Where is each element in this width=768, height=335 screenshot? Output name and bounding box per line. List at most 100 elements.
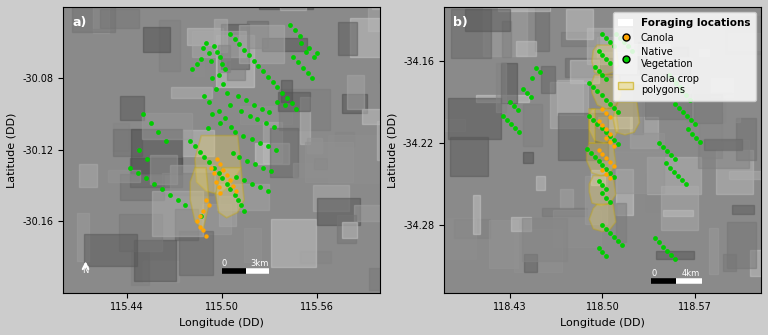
Point	[663, 72, 675, 78]
Polygon shape	[613, 102, 640, 135]
Point	[509, 125, 521, 131]
Point	[592, 68, 604, 74]
Point	[144, 120, 157, 126]
Bar	[645, 89, 691, 119]
Point	[680, 93, 692, 98]
Bar	[377, 121, 396, 160]
Point	[213, 185, 225, 190]
Point	[208, 171, 220, 176]
Bar	[347, 75, 364, 109]
Point	[243, 53, 255, 58]
Point	[232, 197, 244, 203]
Text: a): a)	[73, 15, 88, 28]
Point	[284, 22, 296, 27]
Point	[246, 181, 258, 187]
Bar	[502, 63, 518, 103]
Bar	[162, 173, 214, 195]
Point	[213, 72, 225, 77]
Bar	[90, 29, 127, 71]
Point	[672, 173, 684, 179]
Point	[220, 181, 233, 187]
Point	[290, 106, 303, 112]
Point	[250, 117, 263, 122]
Bar	[143, 27, 170, 52]
Point	[147, 181, 160, 187]
Point	[266, 79, 279, 85]
Point	[203, 203, 215, 208]
Point	[194, 213, 206, 219]
Polygon shape	[592, 75, 621, 109]
Point	[140, 176, 152, 181]
Point	[203, 99, 215, 104]
Bar	[736, 118, 756, 160]
Bar	[151, 155, 177, 184]
Point	[597, 125, 609, 131]
Bar	[502, 21, 511, 57]
Point	[270, 147, 282, 152]
Point	[211, 49, 223, 54]
Bar	[558, 113, 608, 160]
Point	[608, 44, 621, 49]
Point	[213, 171, 225, 176]
Point	[308, 54, 320, 60]
Bar	[646, 175, 675, 211]
Point	[217, 81, 230, 86]
Point	[657, 144, 670, 150]
Bar	[216, 35, 253, 87]
Bar	[598, 37, 633, 59]
Point	[238, 47, 250, 53]
Point	[124, 165, 136, 171]
Point	[526, 75, 538, 80]
Bar	[142, 113, 192, 139]
Bar	[700, 113, 722, 158]
Point	[601, 155, 613, 161]
Point	[233, 154, 246, 160]
Bar	[730, 172, 763, 179]
Point	[164, 192, 176, 197]
Bar	[674, 47, 688, 92]
Bar	[342, 221, 357, 239]
Bar	[252, 54, 278, 83]
Point	[597, 93, 609, 98]
Point	[505, 121, 518, 127]
Point	[190, 61, 203, 67]
Bar	[698, 140, 749, 168]
Bar	[489, 220, 518, 268]
Point	[260, 120, 273, 126]
Point	[597, 123, 609, 128]
Bar	[719, 252, 739, 272]
Bar	[293, 163, 348, 177]
Point	[207, 76, 219, 81]
Point	[217, 167, 230, 172]
Point	[244, 113, 257, 119]
Point	[686, 131, 698, 136]
Bar	[260, 0, 313, 9]
Bar	[254, 143, 289, 164]
Point	[292, 60, 304, 65]
Point	[186, 67, 198, 72]
Point	[276, 90, 288, 95]
Bar	[313, 185, 349, 211]
Point	[189, 144, 201, 149]
Bar	[482, 8, 527, 56]
Point	[660, 161, 672, 166]
Point	[271, 99, 283, 104]
Point	[592, 48, 604, 53]
Bar	[368, 8, 417, 31]
Point	[195, 56, 207, 61]
Point	[597, 222, 609, 227]
Bar	[448, 98, 502, 139]
Point	[208, 165, 220, 171]
Point	[604, 131, 617, 136]
Text: 0: 0	[222, 260, 227, 268]
Point	[665, 252, 677, 257]
Point	[233, 42, 246, 47]
Point	[184, 138, 197, 144]
Point	[601, 97, 613, 102]
Point	[247, 58, 260, 63]
Bar	[134, 241, 176, 281]
Bar	[338, 22, 357, 55]
Bar	[300, 97, 310, 144]
Point	[238, 178, 250, 183]
Bar	[372, 0, 386, 9]
